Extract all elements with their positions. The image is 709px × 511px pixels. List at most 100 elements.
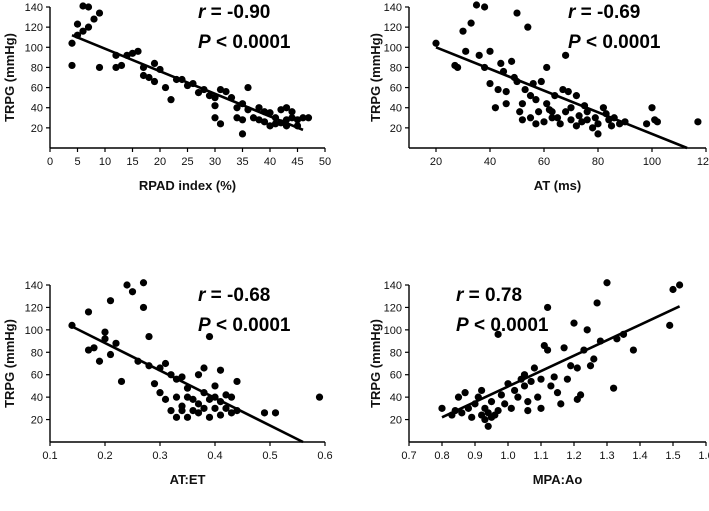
scatter-panel-4: 0.7 0.8 0.9 1.0 1.1 1.2 1.3 1.4 1.5 1.6 20 40 60 80 10… [368,279,709,487]
data-point [178,407,186,415]
data-point [504,380,512,388]
x-tick-label: 1.2 [566,450,581,462]
data-point [117,377,126,386]
regression-line [435,46,688,150]
data-point [95,63,104,72]
data-point [123,281,131,289]
data-point [172,75,181,84]
data-point [586,362,595,370]
data-point [288,114,296,122]
data-point [619,330,628,338]
data-point [491,104,499,112]
data-point [222,404,230,412]
data-point [288,108,296,116]
data-point [68,61,76,70]
data-point [227,94,236,102]
data-point [227,409,236,417]
data-point [471,400,479,408]
data-point [244,106,252,114]
y-tick-label: 20 [31,415,43,427]
data-point [648,104,656,112]
data-point [271,120,280,128]
data-point [454,393,463,401]
data-point [255,104,263,112]
data-point [593,299,601,307]
data-point [172,393,181,401]
p-symbol: P [568,32,581,53]
x-tick-label: 25 [181,156,193,168]
data-point [200,85,208,94]
data-point [478,386,486,395]
y-tick-label: 80 [31,62,43,74]
data-point [468,413,476,421]
data-point [563,375,572,383]
y-axis-title: TRPG (mmHg) [368,33,383,122]
data-point [513,9,521,17]
data-point [145,362,153,370]
data-point [189,79,197,88]
data-point [694,118,702,126]
x-tick-label: 10 [99,156,111,168]
data-point [84,23,93,31]
data-point [458,409,466,417]
data-point [590,355,598,363]
data-point [222,88,230,96]
x-tick-label: 30 [209,156,221,168]
data-point [529,79,537,88]
data-point [101,328,109,336]
data-point [167,371,175,379]
x-tick-label: 0.1 [42,450,57,462]
y-tick-label: 60 [31,370,43,382]
data-point [475,51,483,59]
y-tick-label: 100 [25,42,43,54]
data-point [501,400,509,408]
x-tick-label: 0.5 [262,450,277,462]
data-point [527,377,535,386]
data-point [194,400,203,408]
data-point [599,104,608,112]
data-point [497,59,505,67]
data-point [567,116,575,124]
x-axis-title: AT (ms) [534,178,581,193]
data-point [508,57,516,65]
data-point [84,3,93,11]
data-point [514,393,522,401]
x-tick-label: 0.8 [434,450,449,462]
data-point [156,364,164,372]
regression-line [441,305,681,419]
data-point [520,371,529,379]
data-point [172,375,181,383]
data-point [194,371,203,379]
y-tick-label: 80 [31,347,43,359]
data-point [530,364,539,372]
data-point [205,92,214,100]
p-value: P < 0.0001 [198,32,291,53]
data-point [499,67,508,76]
data-point [282,104,291,112]
data-point [172,413,181,421]
p-value-text: < 0.0001 [469,315,549,336]
y-tick-label: 120 [25,22,43,34]
data-point [134,357,142,365]
data-point [260,108,269,116]
p-value-text: < 0.0001 [211,315,291,336]
data-point [459,27,467,35]
data-point [596,337,605,345]
data-point [454,63,462,72]
data-point [293,116,302,124]
y-tick-label: 80 [390,62,402,74]
data-point [200,389,208,397]
y-tick-label: 100 [25,325,43,337]
data-point [266,122,274,130]
data-point [472,1,481,9]
data-point [73,31,82,39]
data-point [277,106,285,114]
data-point [464,404,472,412]
data-point [502,88,510,96]
data-point [564,88,572,96]
data-point [271,409,280,417]
x-tick-label: 20 [154,156,166,168]
x-tick-label: 40 [264,156,276,168]
data-point [90,15,98,23]
data-point [575,112,583,120]
